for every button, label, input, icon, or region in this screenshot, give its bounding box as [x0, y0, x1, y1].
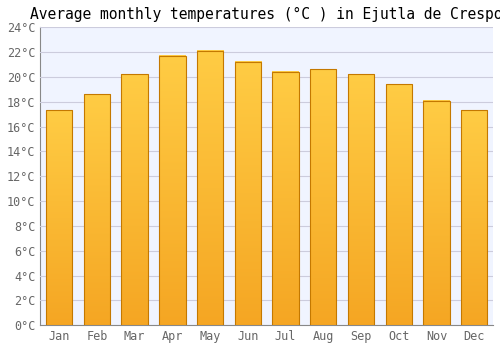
Bar	[386, 84, 412, 325]
Bar	[197, 51, 224, 325]
Title: Average monthly temperatures (°C ) in Ejutla de Crespo: Average monthly temperatures (°C ) in Ej…	[30, 7, 500, 22]
Bar	[310, 70, 336, 325]
Bar	[84, 94, 110, 325]
Bar	[46, 111, 72, 325]
Bar	[348, 75, 374, 325]
Bar	[461, 111, 487, 325]
Bar	[424, 100, 450, 325]
Bar	[122, 75, 148, 325]
Bar	[272, 72, 299, 325]
Bar	[159, 56, 186, 325]
Bar	[234, 62, 261, 325]
